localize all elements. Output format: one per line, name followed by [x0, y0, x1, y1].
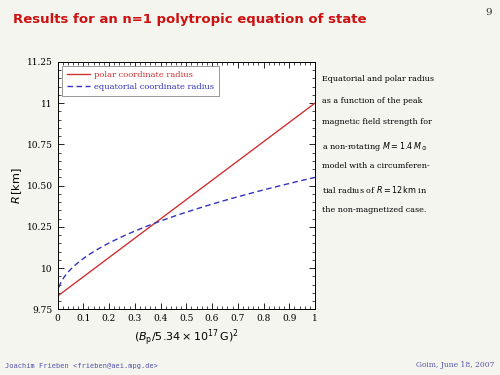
Legend: polar coordinate radius, equatorial coordinate radius: polar coordinate radius, equatorial coor…: [62, 66, 219, 96]
Text: the non-magnetized case.: the non-magnetized case.: [322, 206, 427, 213]
Text: Results for an n=1 polytropic equation of state: Results for an n=1 polytropic equation o…: [13, 13, 367, 26]
Text: tial radius of $R=12\,\mathrm{km}$ in: tial radius of $R=12\,\mathrm{km}$ in: [322, 184, 428, 195]
Text: Joachim Frieben <frieben@aei.mpg.de>: Joachim Frieben <frieben@aei.mpg.de>: [5, 363, 158, 369]
X-axis label: $(B_{\mathrm{p}}/5.34 \times 10^{17}\,\mathrm{G})^2$: $(B_{\mathrm{p}}/5.34 \times 10^{17}\,\m…: [134, 327, 238, 348]
Text: 9: 9: [486, 8, 492, 17]
Text: a non-rotating $M=1.4\,M_\odot$: a non-rotating $M=1.4\,M_\odot$: [322, 140, 428, 153]
Text: magnetic field strength for: magnetic field strength for: [322, 118, 432, 126]
Text: model with a circumferen-: model with a circumferen-: [322, 162, 430, 170]
Text: as a function of the peak: as a function of the peak: [322, 97, 423, 105]
Text: Equatorial and polar radius: Equatorial and polar radius: [322, 75, 434, 83]
Y-axis label: $R\,[\mathrm{km}]$: $R\,[\mathrm{km}]$: [10, 167, 24, 204]
Text: Goim, June 18, 2007: Goim, June 18, 2007: [416, 362, 495, 369]
